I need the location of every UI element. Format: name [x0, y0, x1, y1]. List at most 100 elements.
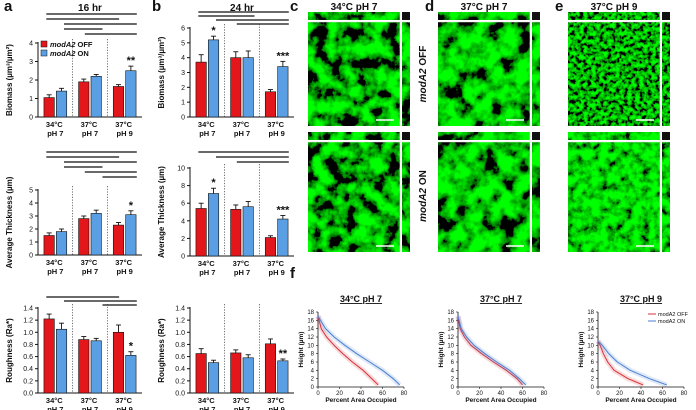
line — [597, 340, 644, 386]
y-tick-label: 1.4 — [23, 306, 33, 313]
chart-title: 37°C pH 7 — [480, 294, 522, 304]
y-tick-label: 6 — [591, 360, 595, 366]
y-tick-label: 0.4 — [23, 366, 33, 373]
bar — [277, 360, 289, 394]
x-tick-label: 34°C pH 7 — [46, 396, 65, 410]
x-tick-label: 37°C pH 9 — [115, 120, 134, 138]
image-main — [438, 22, 530, 126]
y-tick-label: 12 — [447, 335, 454, 341]
significance-label: ** — [279, 348, 288, 360]
image-title: 34°C pH 7 — [331, 2, 378, 13]
image-corner — [402, 12, 410, 20]
y-tick-label: 0 — [451, 385, 455, 391]
bar — [78, 339, 90, 394]
bar — [242, 57, 254, 118]
y-tick-label: 10 — [177, 166, 185, 173]
y-tick-label: 0.4 — [175, 366, 185, 373]
y-tick-label: 3 — [29, 59, 33, 66]
image-title: 37°C pH 7 — [461, 2, 508, 13]
bar — [125, 214, 137, 256]
y-tick-label: 0 — [181, 115, 185, 122]
significance-label: *** — [276, 50, 290, 62]
x-tick-label: 34°C pH 7 — [198, 259, 217, 277]
y-tick-label: 6 — [181, 26, 185, 33]
bar — [277, 218, 289, 257]
bar — [230, 352, 242, 394]
y-tick-label: 0 — [591, 385, 595, 391]
y-tick-label: 4 — [181, 218, 185, 225]
y-tick-label: 2 — [451, 377, 455, 383]
y-tick-label: 4 — [311, 368, 315, 374]
significance-label: * — [129, 200, 134, 212]
y-axis-title: Height (µm) — [438, 332, 445, 368]
image-top-strip — [568, 132, 660, 140]
y-tick-label: 1.4 — [175, 306, 185, 313]
y-tick-label: 16 — [587, 318, 594, 324]
x-tick-label: 37°C pH 7 — [233, 259, 252, 277]
bar — [242, 206, 254, 257]
row-label: modA2 ON — [418, 170, 429, 222]
y-tick-label: 10 — [447, 343, 454, 349]
y-tick-label: 0.0 — [23, 391, 33, 398]
image-corner — [532, 12, 540, 20]
line — [317, 315, 401, 386]
significance-label: * — [211, 177, 216, 189]
x-tick-label: 37°C pH 9 — [267, 396, 286, 410]
y-axis-title: Height (µm) — [578, 332, 585, 368]
x-tick-label: 34°C pH 7 — [198, 120, 217, 138]
x-tick-label: 80 — [401, 391, 408, 397]
significance-label: * — [129, 341, 134, 353]
y-tick-label: 1 — [29, 96, 33, 103]
y-axis-title: Average Thickness (µm) — [5, 176, 14, 268]
y-tick-label: 0 — [181, 254, 185, 261]
x-tick-label: 37°C pH 9 — [115, 258, 134, 276]
image-side-strip — [662, 22, 670, 126]
significance-label: *** — [276, 205, 290, 217]
image-main — [308, 142, 400, 252]
y-tick-label: 0 — [29, 115, 33, 122]
bar — [242, 357, 254, 394]
x-tick-label: 40 — [358, 391, 365, 397]
y-tick-label: 12 — [587, 335, 594, 341]
y-tick-label: 4 — [181, 55, 185, 62]
line — [317, 316, 379, 386]
x-tick-label: 80 — [681, 391, 688, 397]
x-tick-label: 80 — [541, 391, 548, 397]
y-tick-label: 2 — [591, 377, 595, 383]
bar — [125, 70, 137, 118]
y-axis-title: Height (µm) — [298, 332, 305, 368]
panel-label: a — [4, 0, 13, 15]
chart-title: 16 hr — [78, 3, 102, 14]
y-tick-label: 2 — [29, 78, 33, 85]
image-corner — [402, 132, 410, 140]
x-tick-label: 60 — [519, 391, 526, 397]
y-tick-label: 8 — [181, 183, 185, 190]
x-tick-label: 20 — [336, 391, 343, 397]
bar — [112, 331, 124, 394]
legend-label: modA2 OFF — [50, 40, 93, 49]
x-tick-label: 37°C pH 7 — [81, 258, 100, 276]
image-side-strip — [532, 22, 540, 126]
x-tick-label: 60 — [379, 391, 386, 397]
bar — [112, 224, 124, 256]
chart-title: 24 hr — [230, 3, 254, 14]
chart-title: 34°C pH 7 — [340, 294, 382, 304]
image-top-strip — [568, 12, 660, 20]
x-tick-label: 37°C pH 9 — [267, 120, 286, 138]
bar — [195, 61, 207, 118]
y-tick-label: 4 — [29, 201, 33, 208]
x-tick-label: 34°C pH 7 — [198, 396, 217, 410]
y-tick-label: 18 — [307, 310, 314, 316]
y-tick-label: 8 — [591, 352, 595, 358]
x-tick-label: 37°C pH 7 — [81, 120, 100, 138]
x-tick-label: 40 — [638, 391, 645, 397]
bar — [56, 90, 68, 118]
x-tick-label: 37°C pH 9 — [115, 396, 134, 410]
x-tick-label: 34°C pH 7 — [46, 258, 65, 276]
y-tick-label: 14 — [307, 327, 314, 333]
x-tick-label: 60 — [659, 391, 666, 397]
bar — [230, 209, 242, 257]
x-tick-label: 34°C pH 7 — [46, 120, 65, 138]
bar — [112, 86, 124, 118]
image-corner — [662, 12, 670, 20]
